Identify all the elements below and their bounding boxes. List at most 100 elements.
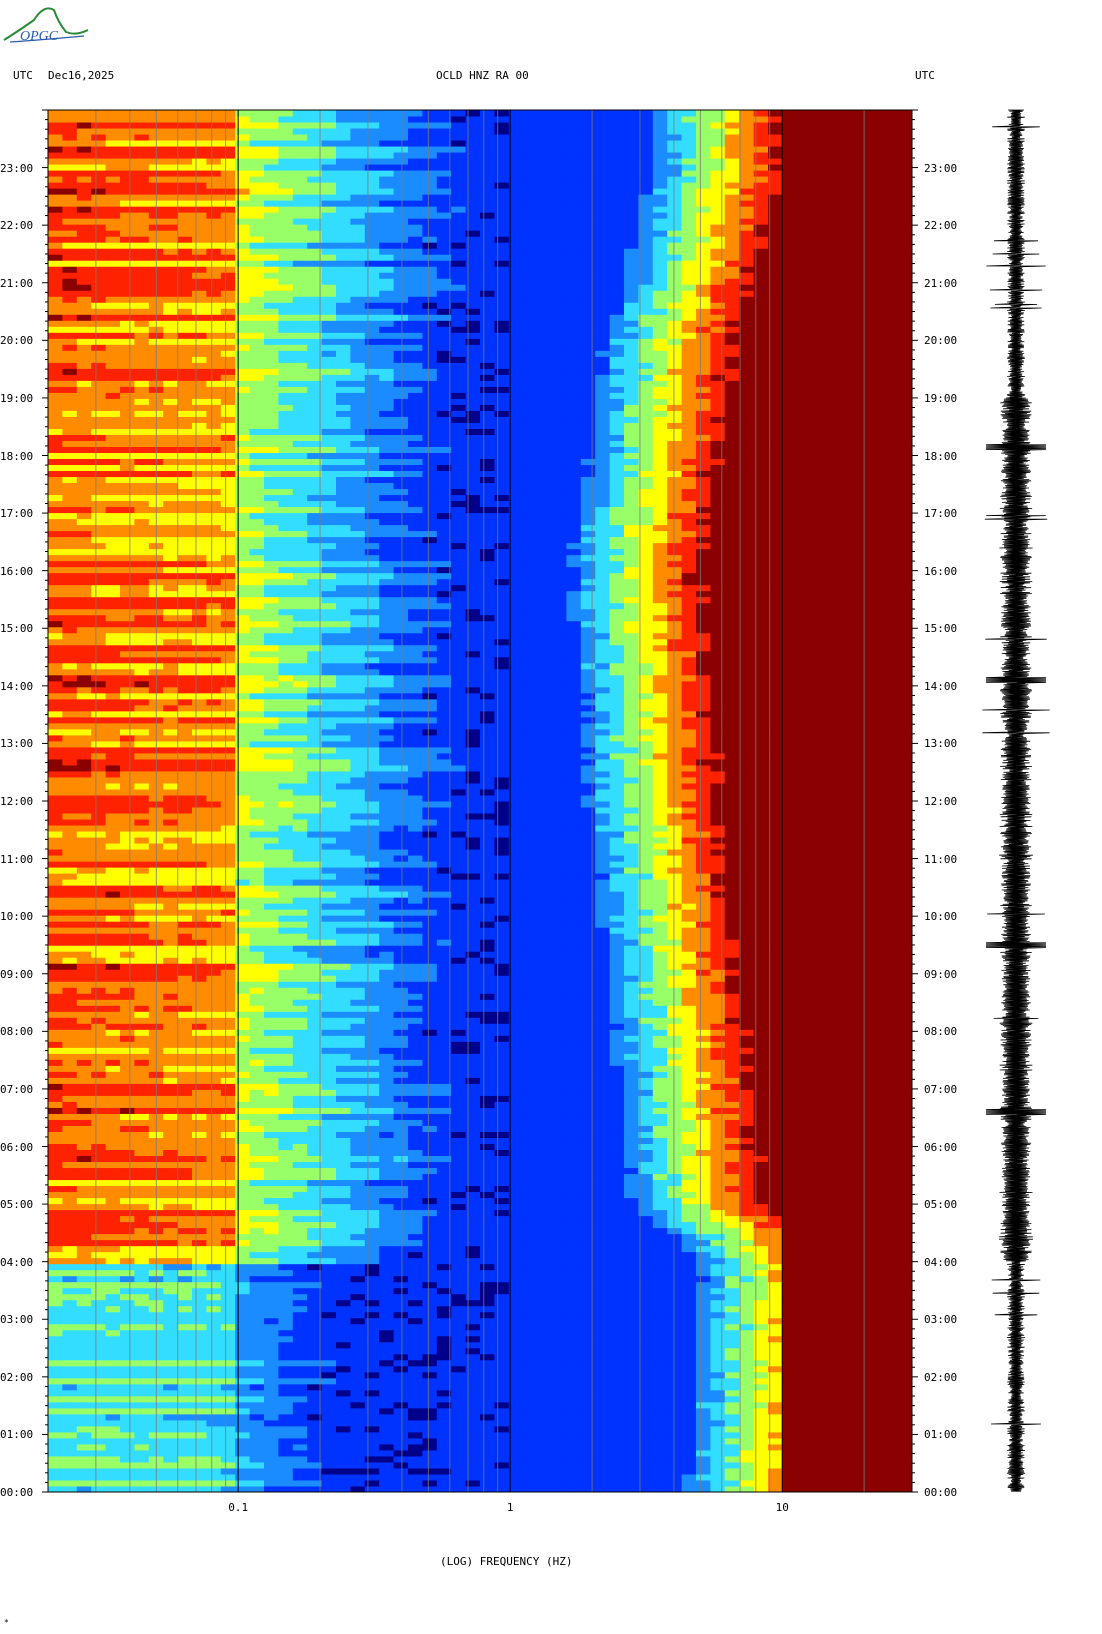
spectrogram-cell [653, 1047, 668, 1054]
spectrogram-cell [120, 1390, 135, 1397]
spectrogram-cell [350, 1288, 365, 1295]
spectrogram-cell [739, 1432, 754, 1439]
spectrogram-cell [739, 1426, 754, 1433]
spectrogram-cell [653, 1474, 668, 1481]
spectrogram-cell [653, 1137, 668, 1144]
spectrogram-cell [422, 1288, 437, 1295]
spectrogram-cell [782, 1107, 797, 1114]
spectrogram-cell [682, 1095, 697, 1102]
spectrogram-cell [739, 1414, 754, 1421]
spectrogram-cell [898, 1053, 913, 1060]
spectrogram-cell [106, 1450, 121, 1457]
spectrogram-cell [178, 1180, 193, 1187]
spectrogram-cell [595, 1348, 610, 1355]
spectrogram-cell [667, 999, 682, 1006]
spectrogram-cell [394, 1408, 409, 1415]
spectrogram-cell [638, 1137, 653, 1144]
spectrogram-cell [322, 1474, 337, 1481]
spectrogram-cell [624, 1402, 639, 1409]
spectrogram-cell [77, 1210, 92, 1217]
spectrogram-cell [206, 1137, 221, 1144]
spectrogram-cell [667, 1216, 682, 1223]
spectrogram-cell [91, 999, 106, 1006]
spectrogram-cell [523, 1426, 538, 1433]
spectrogram-cell [710, 1150, 725, 1157]
spectrogram-cell [826, 1306, 841, 1313]
spectrogram-cell [134, 1107, 149, 1114]
spectrogram-cell [336, 1035, 351, 1042]
spectrogram-cell [134, 1432, 149, 1439]
spectrogram-cell [221, 1095, 236, 1102]
spectrogram-cell [278, 1234, 293, 1241]
spectrogram-cell [48, 1174, 63, 1181]
spectrogram-cell [134, 1456, 149, 1463]
spectrogram-cell [595, 1402, 610, 1409]
spectrogram-cell [682, 1077, 697, 1084]
spectrogram-cell [250, 1276, 265, 1283]
spectrogram-cell [221, 1366, 236, 1373]
spectrogram-cell [62, 1252, 77, 1259]
spectrogram-cell [566, 1204, 581, 1211]
spectrogram-cell [710, 1174, 725, 1181]
spectrogram-cell [192, 1264, 207, 1271]
spectrogram-cell [91, 1336, 106, 1343]
spectrogram-cell [221, 1450, 236, 1457]
spectrogram-cell [163, 1336, 178, 1343]
spectrogram-cell [480, 1252, 495, 1259]
spectrogram-cell [48, 1336, 63, 1343]
spectrogram-cell [782, 1222, 797, 1229]
spectrogram-cell [682, 1174, 697, 1181]
spectrogram-cell [422, 1330, 437, 1337]
spectrogram-cell [91, 1041, 106, 1048]
spectrogram-cell [336, 1336, 351, 1343]
spectrogram-cell [322, 1246, 337, 1253]
spectrogram-cell [293, 1450, 308, 1457]
spectrogram-cell [653, 1131, 668, 1138]
spectrogram-cell [826, 1450, 841, 1457]
spectrogram-cell [250, 1101, 265, 1108]
spectrogram-cell [624, 999, 639, 1006]
spectrogram-cell [77, 1330, 92, 1337]
spectrogram-cell [221, 1107, 236, 1114]
spectrogram-cell [494, 1360, 509, 1367]
spectrogram-cell [394, 1204, 409, 1211]
spectrogram-cell [682, 1162, 697, 1169]
spectrogram-cell [91, 1420, 106, 1427]
spectrogram-cell [163, 1156, 178, 1163]
spectrogram-cell [509, 1252, 524, 1259]
spectrogram-cell [62, 1474, 77, 1481]
spectrogram-cell [696, 1276, 711, 1283]
spectrogram-cell [120, 1288, 135, 1295]
spectrogram-cell [595, 1306, 610, 1313]
spectrogram-cell [883, 1372, 898, 1379]
spectrogram-cell [840, 1240, 855, 1247]
spectrogram-cell [264, 1330, 279, 1337]
spectrogram-cell [768, 1366, 783, 1373]
spectrogram-cell [336, 1168, 351, 1175]
spectrogram-cell [811, 1071, 826, 1078]
spectrogram-cell [710, 1408, 725, 1415]
spectrogram-cell [120, 1408, 135, 1415]
spectrogram-cell [336, 1378, 351, 1385]
spectrogram-cell [869, 1462, 884, 1469]
spectrogram-cell [350, 1300, 365, 1307]
spectrogram-cell [826, 1222, 841, 1229]
spectrogram-cell [595, 1414, 610, 1421]
spectrogram-cell [509, 1222, 524, 1229]
spectrogram-cell [624, 1456, 639, 1463]
spectrogram-cell [883, 1204, 898, 1211]
spectrogram-cell [106, 1186, 121, 1193]
spectrogram-cell [480, 1348, 495, 1355]
spectrogram-cell [336, 1101, 351, 1108]
spectrogram-cell [206, 1113, 221, 1120]
spectrogram-cell [264, 1131, 279, 1138]
spectrogram-cell [192, 1306, 207, 1313]
spectrogram-cell [235, 1372, 250, 1379]
spectrogram-cell [48, 1354, 63, 1361]
spectrogram-cell [797, 1162, 812, 1169]
spectrogram-cell [120, 1192, 135, 1199]
spectrogram-cell [379, 1282, 394, 1289]
spectrogram-cell [595, 1246, 610, 1253]
spectrogram-cell [250, 1089, 265, 1096]
spectrogram-cell [566, 1252, 581, 1259]
